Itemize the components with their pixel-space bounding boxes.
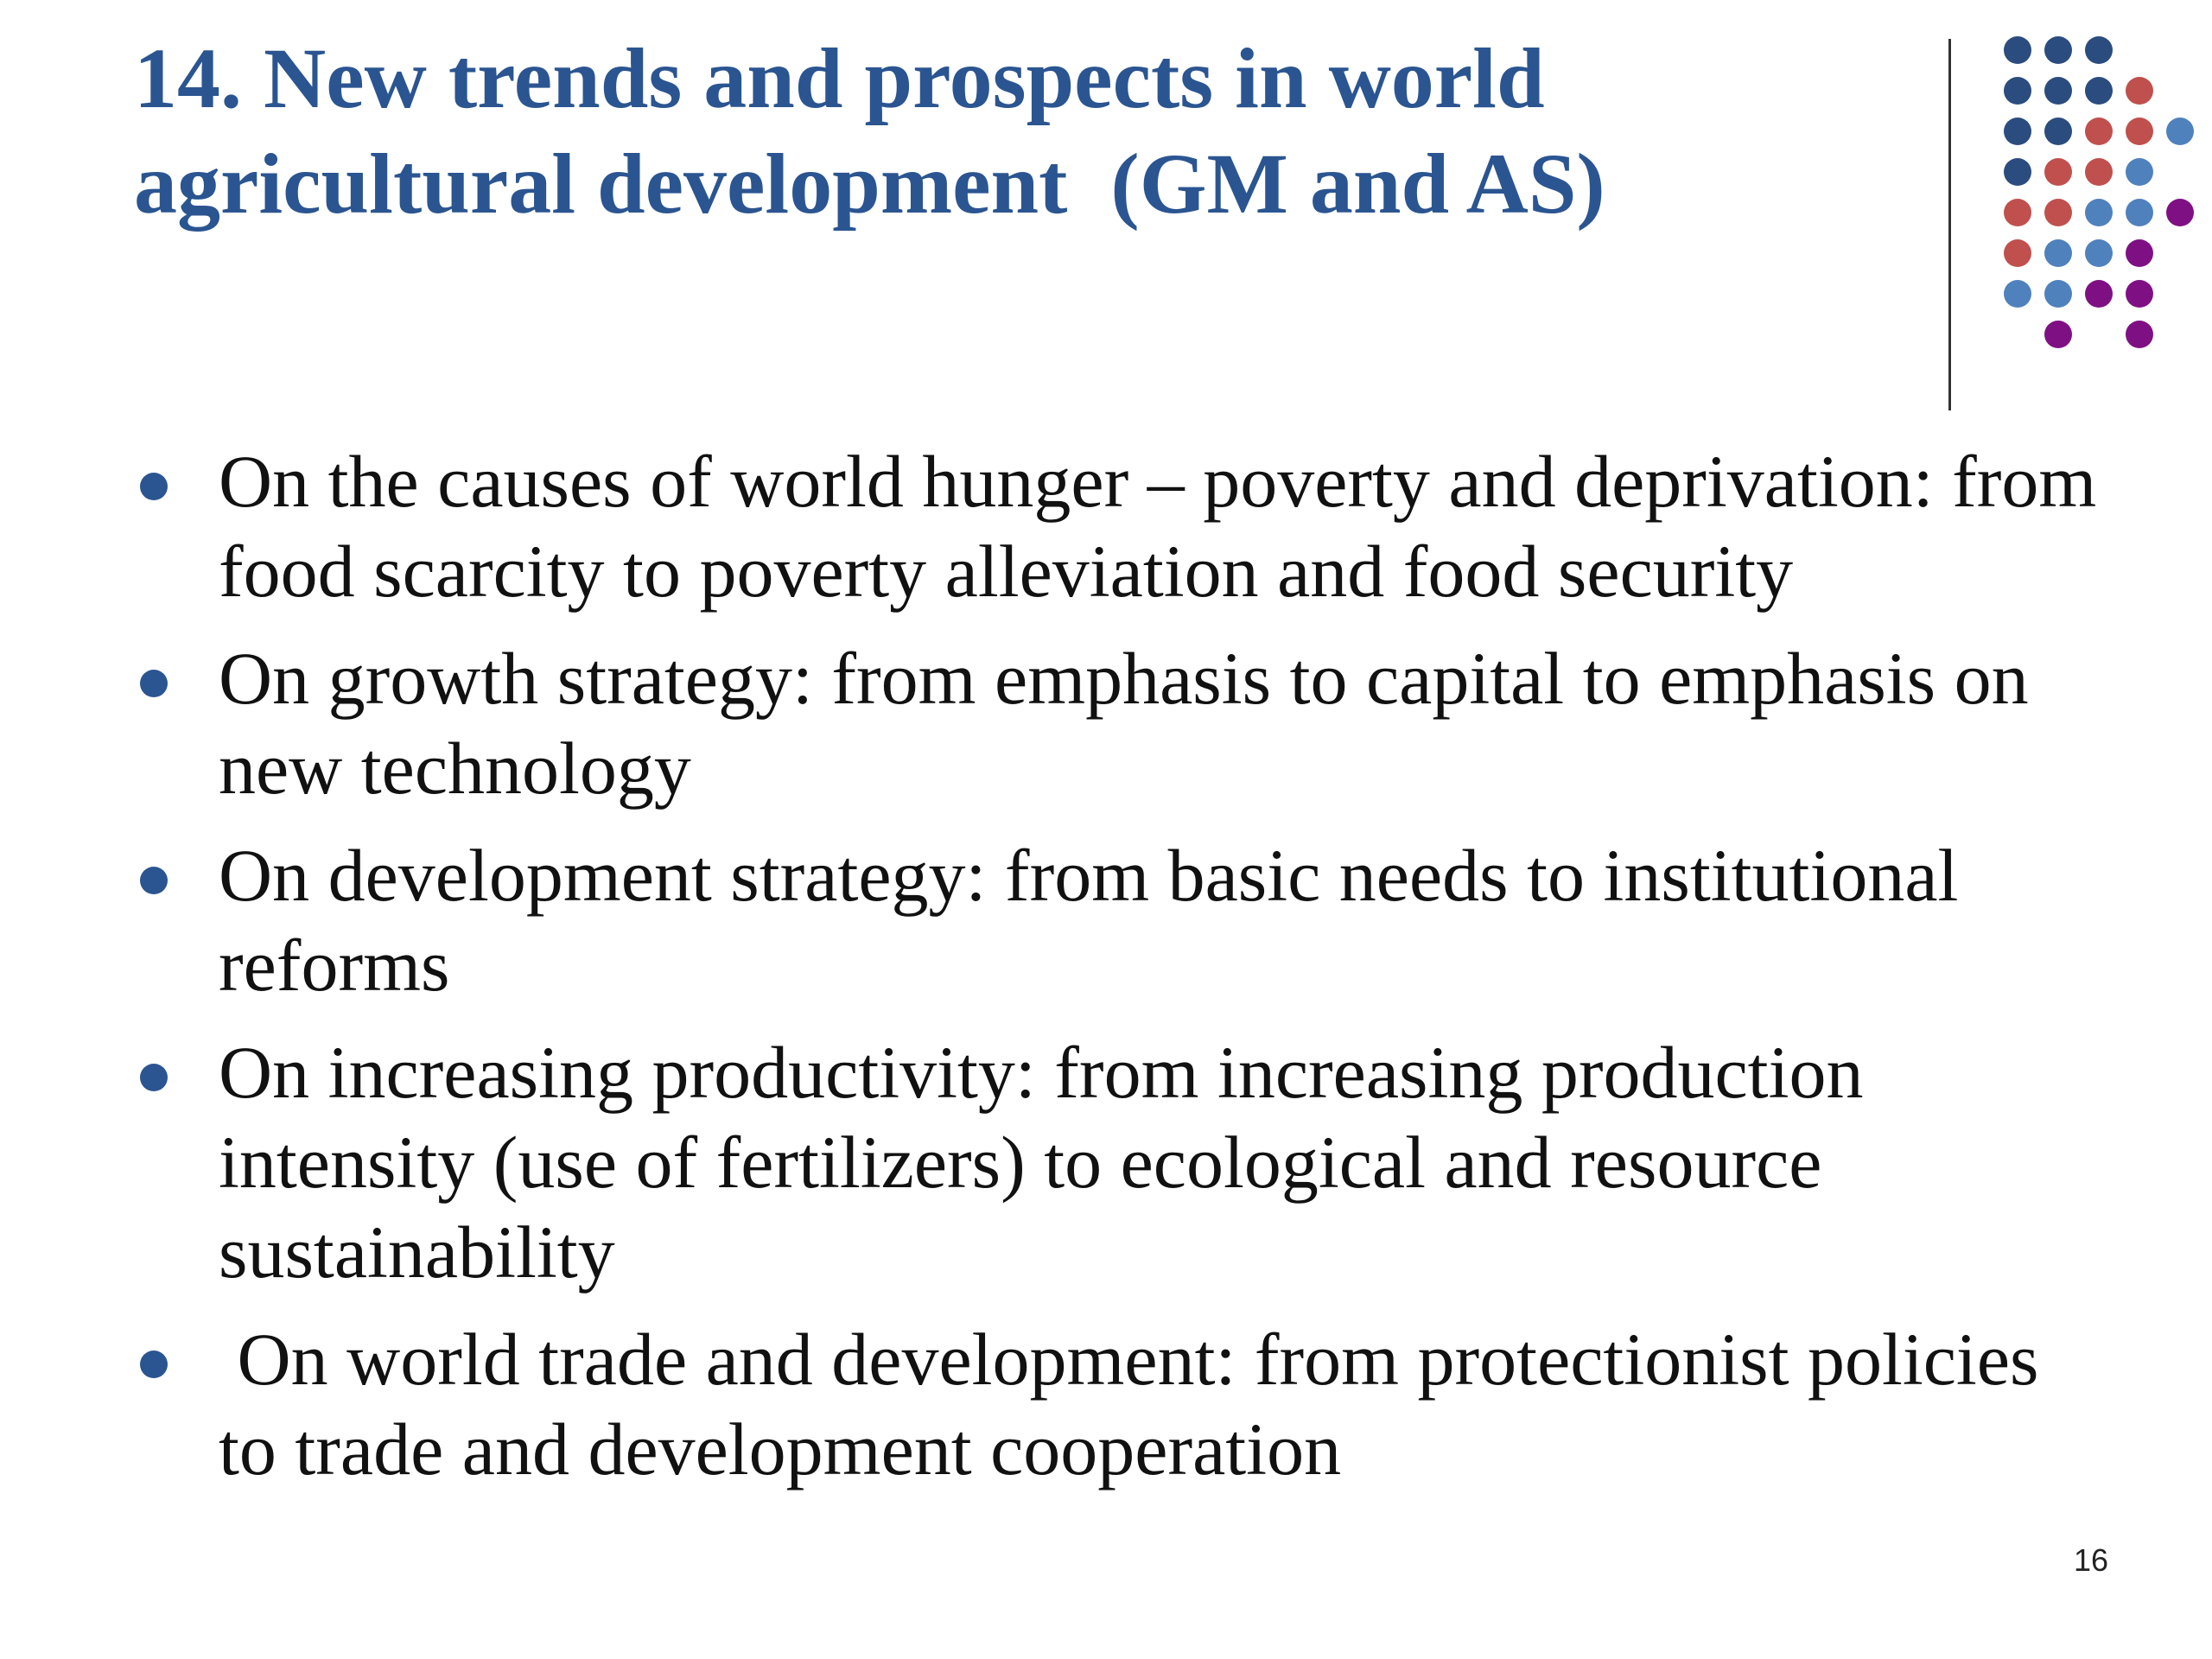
bullet-dot-icon: [140, 1351, 168, 1378]
decorative-dot: [2085, 199, 2113, 226]
decorative-dot: [2085, 239, 2113, 267]
decorative-dot: [2126, 199, 2153, 226]
bullet-line: to trade and development cooperation: [219, 1408, 1342, 1491]
decorative-dot-grid: [2004, 36, 2194, 348]
bullet-dot-icon: [140, 670, 168, 697]
bullet-item-world-trade: On world trade and development: from pro…: [130, 1314, 2143, 1494]
bullet-item-world-hunger: On the causes of world hunger – poverty …: [130, 436, 2143, 616]
bullet-line: reforms: [219, 924, 450, 1007]
bullet-line: On development strategy: from basic need…: [219, 834, 1959, 917]
decorative-dot: [2085, 118, 2113, 145]
bullet-line: On the causes of world hunger – poverty …: [219, 440, 2097, 523]
decorative-dot: [2126, 280, 2153, 308]
slide-title-line-2: agricultural development (GM and AS): [134, 136, 1605, 232]
bullet-line: On growth strategy: from emphasis to cap…: [219, 637, 2029, 720]
decorative-dot: [2085, 77, 2113, 105]
bullet-line: sustainability: [219, 1211, 615, 1294]
bullet-item-productivity: On increasing productivity: from increas…: [130, 1027, 2143, 1297]
slide-title: 14. New trends and prospects in world ag…: [134, 26, 1862, 237]
decorative-dot: [2085, 158, 2113, 186]
bullet-line: new technology: [219, 727, 691, 810]
decorative-dot: [2166, 199, 2194, 226]
decorative-dot: [2126, 321, 2153, 348]
decorative-dot: [2126, 77, 2153, 105]
decorative-dot: [2126, 118, 2153, 145]
decorative-dot: [2004, 280, 2031, 308]
decorative-dot: [2004, 239, 2031, 267]
decorative-dot: [2004, 118, 2031, 145]
decorative-dot: [2044, 158, 2072, 186]
bullet-dot-icon: [140, 867, 168, 894]
bullet-list: On the causes of world hunger – poverty …: [130, 436, 2143, 1511]
bullet-item-development-strategy: On development strategy: from basic need…: [130, 830, 2143, 1010]
decorative-dot: [2044, 280, 2072, 308]
decorative-dot: [2044, 77, 2072, 105]
decorative-dot: [2004, 36, 2031, 64]
decorative-dot: [2044, 321, 2072, 348]
decorative-dot: [2044, 118, 2072, 145]
decorative-dot: [2085, 36, 2113, 64]
bullet-line: food scarcity to poverty alleviation and…: [219, 530, 1794, 613]
bullet-line: intensity (use of fertilizers) to ecolog…: [219, 1121, 1822, 1204]
decorative-dot: [2126, 158, 2153, 186]
decorative-dot: [2085, 280, 2113, 308]
decorative-dot: [2126, 239, 2153, 267]
decorative-dot: [2044, 199, 2072, 226]
decorative-dot: [2044, 239, 2072, 267]
decorative-dot: [2004, 199, 2031, 226]
decorative-dot: [2044, 36, 2072, 64]
page-number: 16: [2073, 1542, 2108, 1578]
title-divider-line: [1948, 39, 1951, 410]
bullet-line: On increasing productivity: from increas…: [219, 1031, 1864, 1114]
bullet-dot-icon: [140, 1064, 168, 1091]
decorative-dot: [2004, 77, 2031, 105]
bullet-dot-icon: [140, 473, 168, 500]
slide-title-line-1: 14. New trends and prospects in world: [134, 30, 1545, 126]
bullet-item-growth-strategy: On growth strategy: from emphasis to cap…: [130, 633, 2143, 813]
bullet-line: On world trade and development: from pro…: [219, 1318, 2039, 1401]
decorative-dot: [2004, 158, 2031, 186]
decorative-dot: [2166, 118, 2194, 145]
